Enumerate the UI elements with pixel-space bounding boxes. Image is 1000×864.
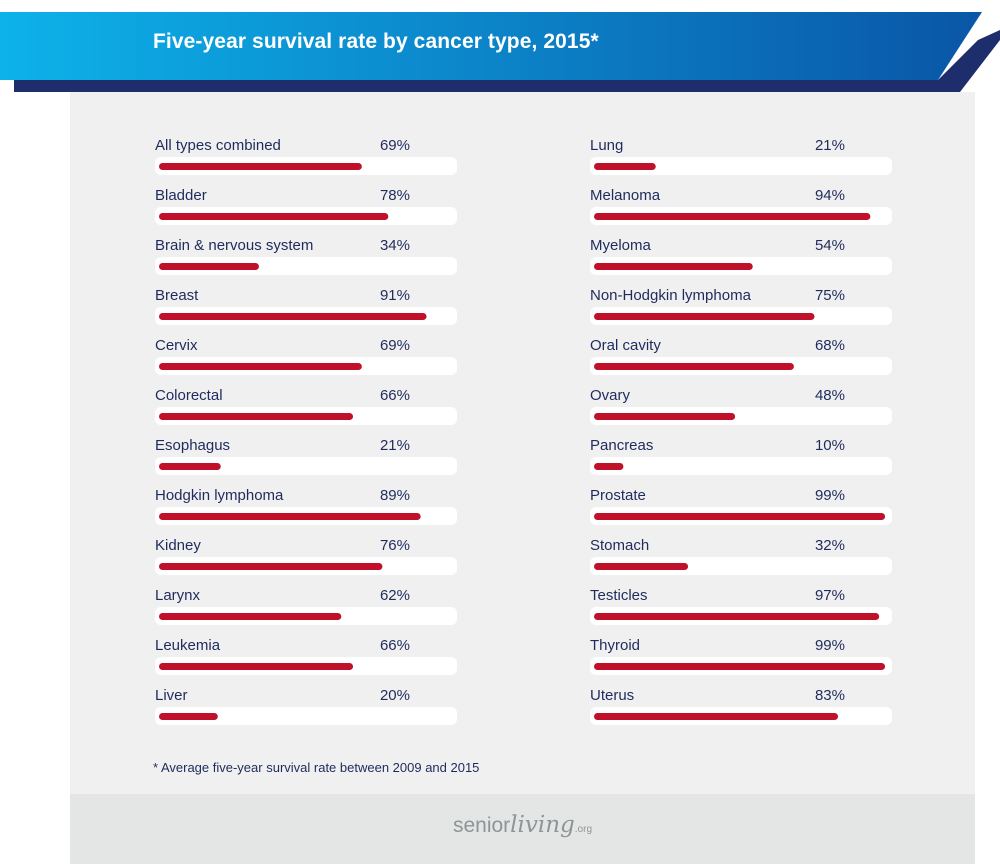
category-label: Ovary (590, 387, 631, 404)
banner-body (0, 12, 982, 80)
category-label: Thyroid (590, 637, 640, 654)
bar (594, 163, 656, 170)
category-label: Uterus (590, 687, 634, 704)
bar (159, 313, 427, 320)
category-label: Testicles (590, 587, 648, 604)
value-label: 78% (380, 187, 410, 204)
bar (594, 213, 871, 220)
bar (159, 213, 389, 220)
value-label: 91% (380, 287, 410, 304)
category-label: Leukemia (155, 637, 221, 654)
bar (159, 713, 218, 720)
bar (159, 563, 383, 570)
category-label: Lung (590, 137, 623, 154)
footnote: * Average five-year survival rate betwee… (153, 760, 480, 775)
value-label: 97% (815, 587, 845, 604)
value-label: 89% (380, 487, 410, 504)
bar (594, 413, 736, 420)
category-label: Pancreas (590, 437, 653, 454)
value-label: 76% (380, 537, 410, 554)
category-label: Bladder (155, 187, 207, 204)
bar (159, 263, 259, 270)
category-label: Kidney (155, 537, 201, 554)
bar (594, 613, 880, 620)
bar (159, 463, 221, 470)
bar (159, 663, 354, 670)
value-label: 66% (380, 637, 410, 654)
value-label: 21% (815, 137, 845, 154)
value-label: 54% (815, 237, 845, 254)
category-label: Brain & nervous system (155, 237, 313, 254)
category-label: Hodgkin lymphoma (155, 487, 284, 504)
bar-track (155, 257, 457, 275)
category-label: Non-Hodgkin lymphoma (590, 287, 752, 304)
value-label: 32% (815, 537, 845, 554)
seniorliving-logo: seniorliving.org (70, 812, 975, 838)
bar (594, 313, 815, 320)
bar (594, 363, 794, 370)
value-label: 83% (815, 687, 845, 704)
bar (159, 413, 354, 420)
value-label: 10% (815, 437, 845, 454)
category-label: Prostate (590, 487, 646, 504)
bar (594, 463, 624, 470)
bar-track (590, 407, 892, 425)
value-label: 66% (380, 387, 410, 404)
bar (594, 663, 886, 670)
bar (159, 363, 362, 370)
category-label: Myeloma (590, 237, 652, 254)
category-label: All types combined (155, 137, 281, 154)
title-banner (0, 12, 1000, 92)
logo-part-living: living (510, 812, 575, 838)
bar-track (155, 457, 457, 475)
category-label: Melanoma (590, 187, 661, 204)
footer-band: seniorliving.org (70, 794, 975, 864)
value-label: 99% (815, 637, 845, 654)
bar (594, 713, 839, 720)
category-label: Colorectal (155, 387, 223, 404)
value-label: 75% (815, 287, 845, 304)
value-label: 21% (380, 437, 410, 454)
bar (594, 263, 753, 270)
value-label: 34% (380, 237, 410, 254)
category-label: Esophagus (155, 437, 230, 454)
bar-track (155, 707, 457, 725)
value-label: 94% (815, 187, 845, 204)
value-label: 20% (380, 687, 410, 704)
bar (159, 163, 362, 170)
value-label: 69% (380, 337, 410, 354)
logo-part-tld: .org (574, 824, 593, 835)
value-label: 69% (380, 137, 410, 154)
banner-shadow (14, 30, 1000, 92)
category-label: Oral cavity (590, 337, 661, 354)
category-label: Breast (155, 287, 199, 304)
category-label: Larynx (155, 587, 201, 604)
bar-track (590, 157, 892, 175)
value-label: 68% (815, 337, 845, 354)
chart-title: Five-year survival rate by cancer type, … (153, 30, 599, 53)
value-label: 99% (815, 487, 845, 504)
category-label: Liver (155, 687, 188, 704)
bar (594, 513, 886, 520)
bar-track (590, 557, 892, 575)
value-label: 62% (380, 587, 410, 604)
logo-part-senior: senior (452, 814, 511, 837)
bar (159, 513, 421, 520)
value-label: 48% (815, 387, 845, 404)
category-label: Cervix (155, 337, 198, 354)
bar-track (590, 457, 892, 475)
category-label: Stomach (590, 537, 649, 554)
bar (159, 613, 342, 620)
bar (594, 563, 689, 570)
